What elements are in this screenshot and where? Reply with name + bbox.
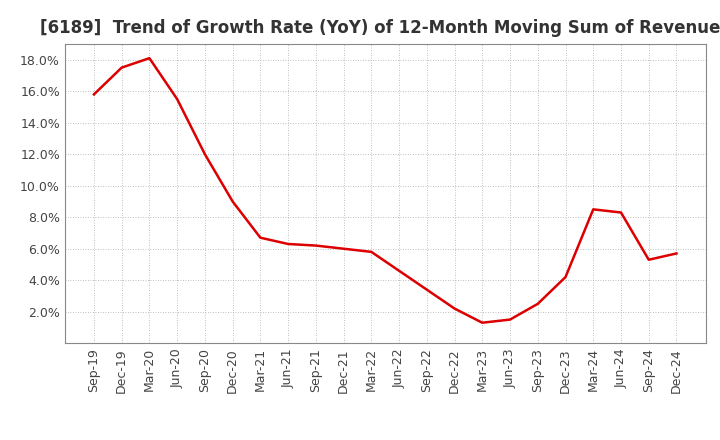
Title: [6189]  Trend of Growth Rate (YoY) of 12-Month Moving Sum of Revenues: [6189] Trend of Growth Rate (YoY) of 12-… <box>40 19 720 37</box>
